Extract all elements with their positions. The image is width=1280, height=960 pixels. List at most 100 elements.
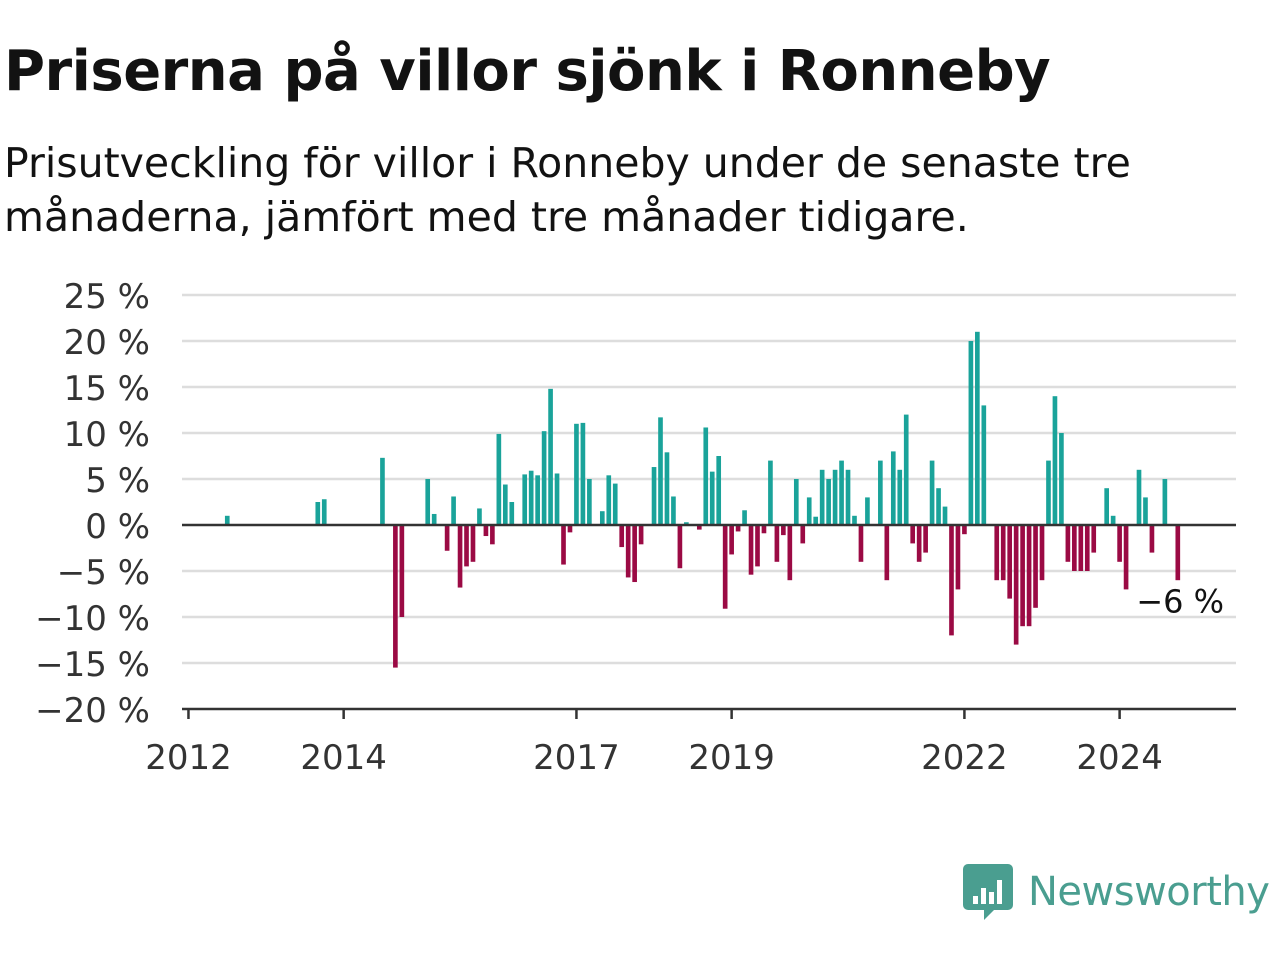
bar — [865, 497, 870, 525]
bar — [321, 499, 327, 525]
bar — [781, 525, 786, 536]
bar — [1136, 469, 1142, 525]
bar — [425, 479, 431, 525]
bar — [735, 525, 741, 532]
y-axis-labels: 25 % 20 % 15 % 10 % 5 % 0 % −5 % −10 % −15 % −20 … — [35, 277, 150, 731]
bar — [1052, 396, 1058, 525]
bar — [580, 422, 586, 525]
bar — [826, 479, 831, 525]
bar — [748, 525, 754, 575]
bar — [709, 471, 715, 525]
bar — [548, 388, 553, 525]
y-tick-label: −15 % — [35, 645, 150, 685]
bar — [910, 525, 916, 544]
y-tick-label: 25 % — [64, 277, 150, 317]
bar — [470, 525, 476, 562]
bar — [806, 497, 812, 525]
bar — [1117, 525, 1122, 562]
bar — [619, 525, 625, 548]
bar — [761, 525, 767, 534]
x-axis-labels: 2012 2014 2017 2019 2022 2024 — [145, 709, 1163, 778]
bar — [483, 525, 489, 537]
bar — [477, 508, 482, 525]
bar — [1084, 525, 1090, 571]
bar — [431, 513, 437, 525]
bar — [651, 467, 657, 525]
bar — [884, 525, 890, 581]
bar — [587, 479, 592, 525]
bar — [1110, 515, 1116, 525]
bar — [658, 417, 663, 525]
bar — [1175, 525, 1181, 581]
bar — [929, 460, 935, 525]
bar — [903, 414, 909, 525]
bar — [852, 515, 857, 525]
bar — [393, 525, 398, 668]
bar — [1013, 525, 1019, 645]
bar — [774, 525, 780, 562]
y-tick-label: −10 % — [35, 599, 150, 639]
bar — [528, 470, 534, 525]
bar — [703, 427, 709, 525]
bar — [561, 525, 566, 565]
bar — [496, 433, 502, 525]
x-tick-label: 2017 — [533, 738, 620, 778]
bar — [224, 515, 230, 525]
bar — [509, 502, 515, 525]
bar — [1149, 525, 1155, 553]
bar — [845, 469, 851, 525]
bar — [625, 525, 631, 578]
gridlines — [182, 293, 1236, 665]
x-tick-label: 2024 — [1076, 738, 1163, 778]
bar — [606, 475, 612, 525]
bar — [729, 525, 734, 555]
bar — [890, 451, 896, 525]
bar — [315, 502, 321, 525]
bar — [599, 511, 605, 525]
bar — [768, 460, 773, 525]
bar — [1059, 433, 1064, 525]
y-tick-label: 15 % — [64, 369, 150, 409]
annotations: −6 % — [1136, 582, 1224, 620]
bar — [457, 525, 463, 588]
x-tick-label: 2022 — [921, 738, 1008, 778]
bar — [813, 516, 819, 525]
bar — [1026, 525, 1032, 627]
bar — [632, 525, 637, 583]
bar — [1046, 460, 1051, 525]
bar — [522, 474, 528, 525]
bar — [800, 525, 806, 544]
bar — [916, 525, 922, 562]
bar — [399, 525, 405, 617]
bar — [722, 525, 728, 609]
bar — [1123, 525, 1129, 590]
x-tick-label: 2014 — [300, 738, 387, 778]
x-tick-label: 2012 — [145, 738, 232, 778]
axes — [182, 523, 1236, 711]
bar — [696, 525, 702, 530]
bar — [464, 525, 469, 567]
newsworthy-logo-icon — [963, 864, 1013, 920]
bar — [975, 331, 980, 525]
bar — [554, 473, 560, 525]
bar — [832, 469, 838, 525]
bar — [1039, 525, 1045, 581]
bar — [949, 525, 954, 636]
bar — [574, 423, 579, 525]
bar — [1007, 525, 1013, 599]
y-tick-label: 5 % — [85, 461, 150, 501]
bar — [380, 457, 385, 525]
chart-title: Priserna på villor sjönk i Ronneby — [4, 39, 1051, 104]
bar — [671, 496, 676, 525]
bar — [567, 525, 573, 533]
x-tick-label: 2019 — [688, 738, 775, 778]
bar — [897, 469, 903, 525]
bar — [1033, 525, 1038, 608]
chart-subtitle: Prisutveckling för villor i Ronneby unde… — [4, 139, 1131, 241]
bar — [451, 496, 456, 525]
brand-name: Newsworthy — [1028, 869, 1270, 915]
bar — [878, 460, 883, 525]
bar — [684, 522, 689, 525]
bar — [787, 525, 793, 581]
bar — [955, 525, 961, 590]
